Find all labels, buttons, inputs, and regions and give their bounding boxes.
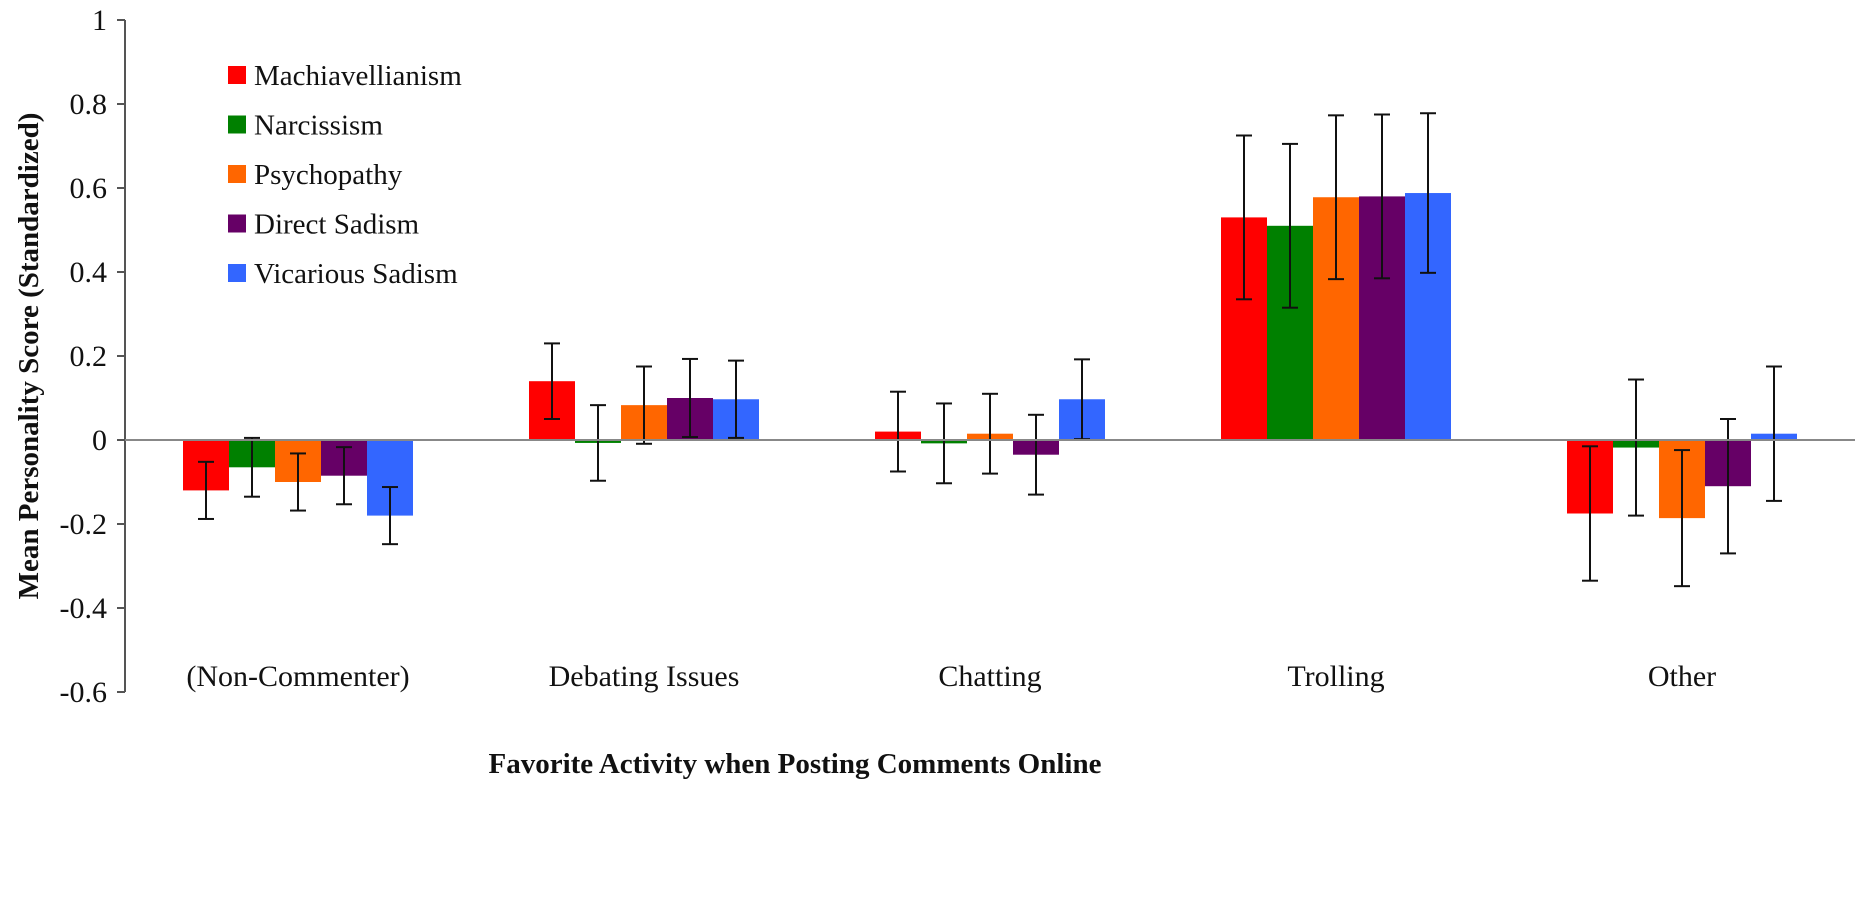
- error-bar: [1420, 112, 1436, 274]
- y-tick-label: -0.6: [60, 676, 108, 709]
- error-bar: [982, 392, 998, 475]
- error-bar: [636, 365, 652, 445]
- x-category-label: Debating Issues: [549, 660, 740, 693]
- error-bar: [336, 446, 352, 506]
- y-tick-label: -0.2: [60, 508, 108, 541]
- legend-swatch: [228, 66, 246, 84]
- error-bar: [936, 402, 952, 485]
- error-bar: [1282, 142, 1298, 309]
- error-bar: [890, 390, 906, 473]
- error-bar: [590, 404, 606, 482]
- error-bar: [1028, 413, 1044, 496]
- y-tick-label: 1: [92, 4, 107, 37]
- error-bar: [198, 460, 214, 520]
- legend-label: Psychopathy: [254, 159, 403, 191]
- error-bar: [682, 357, 698, 439]
- legend-label: Vicarious Sadism: [254, 258, 458, 290]
- y-axis-ticks: 1 0.8 0.6 0.4 0.2 0 -0.2 -0.4 -0.6: [60, 4, 125, 709]
- legend-swatch: [228, 264, 246, 282]
- error-bar: [728, 359, 744, 439]
- y-tick-label: -0.4: [60, 592, 108, 625]
- x-category-label: (Non-Commenter): [186, 660, 409, 693]
- error-bar: [1236, 134, 1252, 301]
- x-category-label: Trolling: [1287, 660, 1384, 693]
- legend-swatch: [228, 214, 246, 233]
- error-bar: [1374, 113, 1390, 280]
- legend-label: Narcissism: [254, 110, 383, 142]
- legend-label: Direct Sadism: [254, 209, 420, 241]
- error-bar: [1720, 418, 1736, 555]
- error-bar: [1582, 445, 1598, 582]
- y-tick-label: 0.6: [70, 172, 108, 205]
- x-axis-categories: (Non-Commenter) Debating Issues Chatting Tr…: [186, 660, 1716, 693]
- error-bars-layer: [198, 112, 1782, 588]
- x-axis-title: Favorite Activity when Posting Comments …: [489, 748, 1102, 780]
- error-bar: [1328, 114, 1344, 281]
- y-tick-label: 0.4: [70, 256, 108, 289]
- error-bar: [1766, 365, 1782, 502]
- error-bar: [382, 486, 398, 546]
- legend-swatch: [228, 115, 246, 134]
- error-bar: [1674, 449, 1690, 588]
- error-bar: [544, 342, 560, 420]
- legend-label: Machiavellianism: [254, 60, 462, 92]
- x-category-label: Other: [1648, 660, 1716, 693]
- y-axis-title: Mean Personality Score (Standardized): [13, 113, 45, 600]
- x-category-label: Chatting: [938, 660, 1041, 693]
- y-tick-label: 0.2: [70, 340, 108, 373]
- error-bar: [244, 436, 260, 498]
- y-tick-label: 0: [92, 424, 107, 457]
- y-tick-label: 0.8: [70, 88, 108, 121]
- error-bar: [290, 452, 306, 512]
- error-bar: [1628, 378, 1644, 517]
- legend-swatch: [228, 165, 246, 183]
- legend: Machiavellianism Narcissism Psychopathy Dir…: [228, 60, 462, 290]
